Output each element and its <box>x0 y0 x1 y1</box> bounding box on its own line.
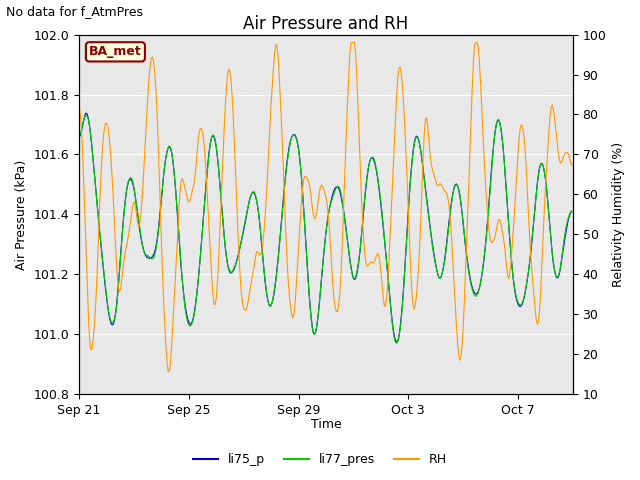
Title: Air Pressure and RH: Air Pressure and RH <box>243 15 408 33</box>
Y-axis label: Relativity Humidity (%): Relativity Humidity (%) <box>612 142 625 287</box>
Text: BA_met: BA_met <box>89 45 142 59</box>
X-axis label: Time: Time <box>310 419 341 432</box>
Y-axis label: Air Pressure (kPa): Air Pressure (kPa) <box>15 159 28 270</box>
Legend: li75_p, li77_pres, RH: li75_p, li77_pres, RH <box>188 448 452 471</box>
Text: No data for f_AtmPres: No data for f_AtmPres <box>6 5 143 18</box>
